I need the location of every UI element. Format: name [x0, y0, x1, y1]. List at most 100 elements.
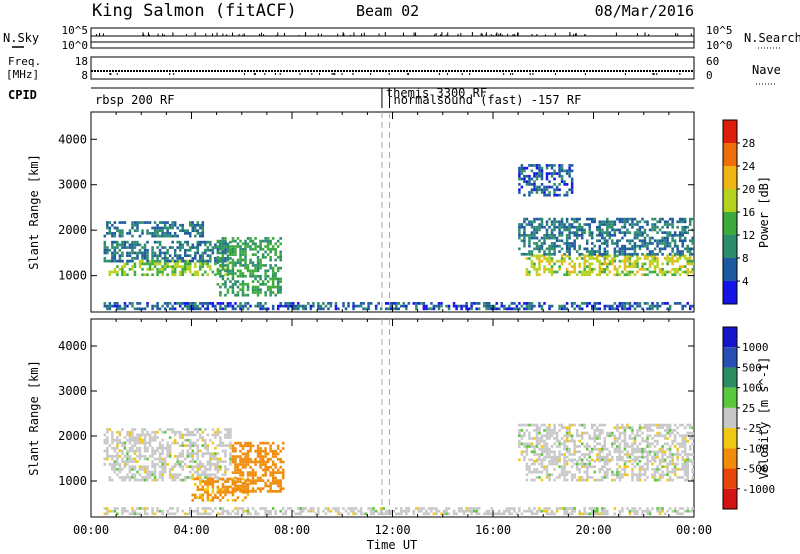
velocity-cell — [256, 479, 260, 482]
power-cell — [658, 270, 662, 274]
velocity-cell — [553, 478, 556, 482]
power-cell — [656, 307, 659, 311]
velocity-cell — [261, 479, 265, 482]
velocity-cell — [199, 460, 202, 463]
power-cell — [196, 270, 200, 274]
power-cell — [173, 273, 177, 277]
velocity-cell — [264, 463, 267, 466]
power-cell — [585, 239, 589, 243]
power-cell — [226, 258, 230, 262]
velocity-cell — [244, 455, 247, 458]
power-cell — [113, 251, 117, 255]
velocity-cell — [256, 447, 260, 450]
power-cell — [533, 174, 536, 178]
velocity-cell — [513, 509, 516, 513]
power-cell — [156, 273, 159, 277]
power-cell — [618, 228, 622, 232]
velocity-cell — [244, 485, 247, 489]
velocity-cell — [146, 512, 149, 516]
velocity-cell — [518, 442, 521, 446]
velocity-cell — [146, 441, 149, 445]
power-cell — [545, 257, 549, 260]
power-cell — [611, 262, 614, 266]
power-cell — [633, 233, 637, 237]
velocity-cell — [528, 431, 531, 435]
velocity-cell — [548, 423, 551, 427]
power-cell — [568, 242, 571, 245]
velocity-cell — [148, 473, 152, 477]
power-cell — [658, 239, 662, 243]
velocity-cell — [216, 428, 220, 431]
velocity-cell — [168, 444, 172, 447]
power-cell — [560, 217, 564, 221]
velocity-cell — [626, 453, 629, 456]
power-cell — [241, 291, 245, 294]
velocity-cell — [199, 478, 202, 482]
velocity-cell — [601, 507, 604, 510]
velocity-cell — [563, 465, 566, 469]
velocity-cell — [651, 462, 654, 466]
velocity-cell — [244, 490, 247, 493]
power-cell — [585, 304, 589, 308]
power-cell — [626, 265, 629, 268]
power-cell — [636, 270, 639, 274]
power-cell — [533, 254, 536, 258]
velocity-cell — [236, 455, 240, 458]
velocity-cell — [548, 512, 551, 516]
power-cell — [309, 304, 313, 308]
power-cell — [596, 254, 599, 258]
velocity-cell — [143, 509, 147, 513]
velocity-cell — [678, 453, 682, 456]
velocity-cell — [688, 426, 692, 430]
power-cell — [588, 270, 591, 274]
power-cell — [528, 307, 531, 311]
velocity-cell — [199, 476, 202, 479]
power-cell — [613, 223, 617, 226]
power-cell — [568, 257, 571, 260]
power-cell — [656, 239, 659, 243]
velocity-cell — [294, 512, 298, 516]
velocity-cell — [359, 512, 363, 516]
power-cell — [666, 270, 669, 274]
velocity-cell — [191, 476, 195, 479]
velocity-cell — [221, 477, 225, 481]
velocity-cell — [251, 473, 255, 477]
velocity-cell — [224, 444, 227, 447]
velocity-cell — [271, 452, 275, 456]
power-cell — [668, 233, 672, 237]
power-cell — [224, 269, 227, 273]
velocity-cell — [653, 470, 657, 474]
power-cell — [538, 262, 541, 266]
power-cell — [616, 217, 619, 221]
velocity-cell — [671, 462, 674, 466]
velocity-cell — [678, 445, 682, 448]
velocity-cell — [505, 509, 509, 513]
power-cell — [206, 248, 210, 252]
power-cell — [668, 307, 672, 311]
velocity-cell — [681, 512, 684, 516]
velocity-cell — [573, 462, 576, 466]
power-cell — [530, 233, 534, 237]
velocity-cell — [138, 449, 142, 453]
velocity-cell — [671, 453, 674, 456]
velocity-cell — [191, 449, 195, 453]
velocity-cell — [653, 473, 657, 477]
power-cell — [161, 234, 164, 238]
velocity-cell — [264, 471, 267, 474]
velocity-cell — [244, 496, 247, 499]
power-cell — [568, 244, 571, 248]
power-cell — [462, 304, 466, 308]
power-cell — [658, 250, 662, 253]
velocity-cell — [244, 460, 247, 464]
velocity-cell — [545, 507, 549, 510]
velocity-cell — [239, 444, 242, 448]
velocity-cell — [575, 460, 579, 463]
velocity-cell — [580, 462, 584, 466]
velocity-cell — [181, 509, 184, 513]
velocity-cell — [666, 462, 669, 466]
power-cell — [214, 307, 217, 311]
velocity-cell — [219, 460, 222, 463]
velocity-cell — [138, 465, 142, 469]
power-cell — [178, 270, 182, 274]
power-cell — [221, 237, 225, 240]
